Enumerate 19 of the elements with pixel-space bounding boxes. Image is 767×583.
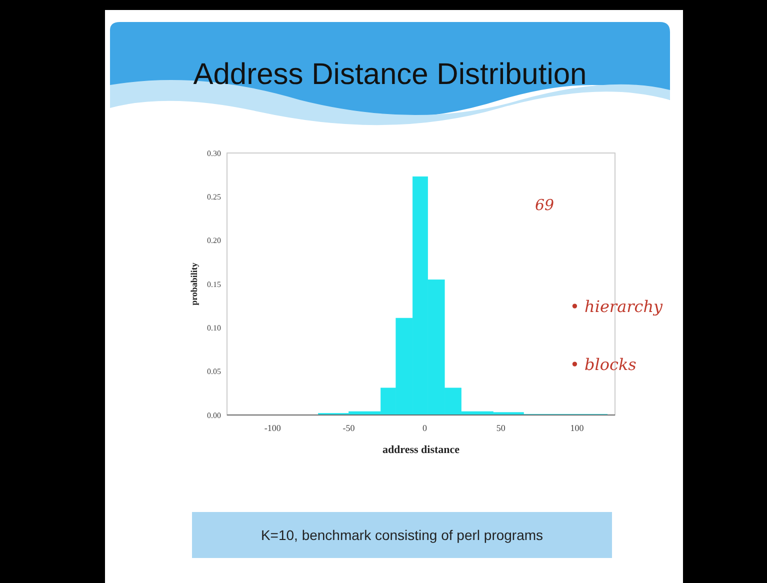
x-tick-label: 0 (422, 423, 428, 433)
x-axis-title: address distance (382, 444, 460, 456)
y-tick-label: 0.10 (207, 323, 221, 332)
x-tick-label: -50 (342, 423, 356, 433)
annotation: 69 (535, 196, 555, 214)
y-tick-label: 0.15 (207, 280, 221, 289)
text: K=10, benchmark consisting of perl programs (260, 527, 544, 543)
y-tick-label: 0.25 (207, 192, 221, 202)
annotation: • hierarchy (570, 297, 664, 316)
y-tick-label: 0.20 (207, 236, 221, 246)
chart-title: Address Distance Distribution (193, 58, 587, 91)
x-tick-label: 100 (570, 423, 584, 433)
y-tick-label: 0.00 (207, 410, 221, 420)
y-tick-label: 0.05 (207, 367, 221, 376)
annotation: • blocks (570, 355, 636, 374)
y-axis-title: probability (189, 262, 199, 306)
x-tick-label: -100 (264, 423, 282, 433)
y-tick-label: 0.30 (207, 148, 221, 158)
x-tick-label: 50 (496, 423, 506, 433)
